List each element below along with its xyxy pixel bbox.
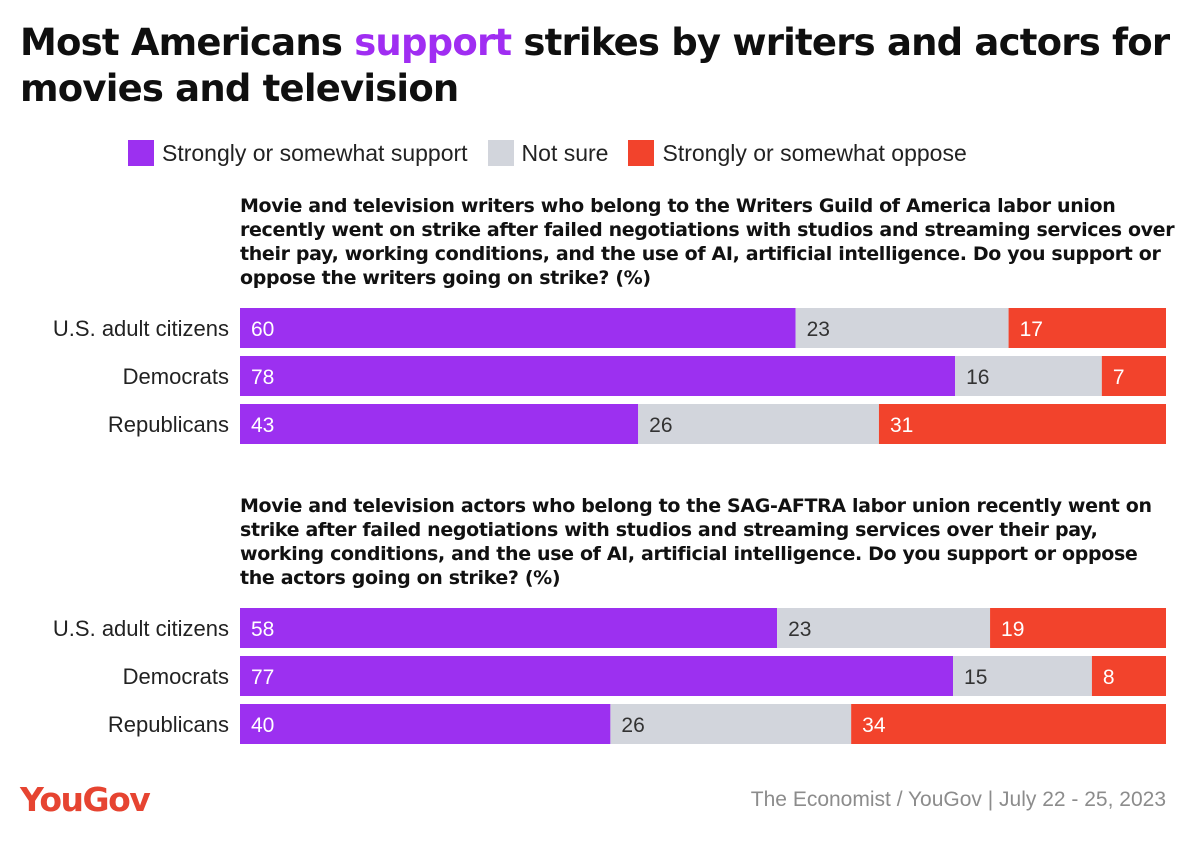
bar-support-us-adults [240, 608, 778, 648]
category-label-us-adults: U.S. adult citizens [53, 316, 229, 341]
bar-not-sure-republicans [610, 704, 852, 744]
category-label-democrats: Democrats [123, 664, 229, 689]
legend-item-oppose: Strongly or somewhat oppose [628, 139, 967, 167]
legend-item-not-sure: Not sure [487, 139, 609, 167]
data-label-not-sure-democrats: 16 [966, 366, 989, 389]
bar-oppose-republicans [878, 404, 1166, 444]
legend-swatch-oppose [628, 140, 655, 166]
data-label-support-us-adults: 60 [251, 318, 274, 341]
legend-item-support: Strongly or somewhat support [128, 140, 468, 167]
yougov-logo: YouGov [20, 780, 151, 819]
data-label-oppose-republicans: 31 [890, 414, 913, 437]
bar-not-sure-republicans [638, 404, 879, 444]
bar-oppose-democrats [1101, 356, 1166, 396]
bar-oppose-us-adults [990, 608, 1166, 648]
source-note: The Economist / YouGov | July 22 - 25, 2… [750, 788, 1166, 811]
data-label-oppose-democrats: 7 [1113, 366, 1125, 389]
bar-oppose-democrats [1091, 656, 1166, 696]
data-label-oppose-us-adults: 17 [1020, 318, 1043, 341]
data-label-not-sure-republicans: 26 [621, 714, 644, 737]
data-label-not-sure-us-adults: 23 [807, 318, 830, 341]
data-label-support-republicans: 43 [251, 414, 274, 437]
bar-oppose-republicans [851, 704, 1166, 744]
data-label-oppose-us-adults: 19 [1001, 618, 1024, 641]
data-label-not-sure-republicans: 26 [649, 414, 672, 437]
bar-support-republicans [240, 404, 639, 444]
legend-swatch-not-sure [487, 140, 514, 166]
bar-support-republicans [240, 704, 611, 744]
data-label-oppose-democrats: 8 [1103, 666, 1115, 689]
legend: Strongly or somewhat support Not sure St… [128, 138, 987, 168]
bar-support-us-adults [240, 308, 796, 348]
bar-not-sure-democrats [955, 356, 1102, 396]
title-accent: support [354, 21, 512, 64]
bar-support-democrats [240, 656, 954, 696]
question-actors: Movie and television actors who belong t… [240, 495, 1152, 589]
category-label-us-adults: U.S. adult citizens [53, 616, 229, 641]
data-label-not-sure-democrats: 15 [964, 666, 987, 689]
category-label-republicans: Republicans [108, 412, 229, 437]
legend-label-not-sure: Not sure [521, 139, 609, 166]
bar-support-democrats [240, 356, 956, 396]
question-writers: Movie and television writers who belong … [240, 195, 1175, 289]
legend-swatch-support [128, 140, 154, 166]
data-label-not-sure-us-adults: 23 [788, 618, 811, 641]
legend-label-support: Strongly or somewhat support [162, 139, 468, 166]
legend-label-oppose: Strongly or somewhat oppose [662, 139, 967, 166]
data-label-oppose-republicans: 34 [862, 714, 886, 737]
bar-not-sure-us-adults [777, 608, 991, 648]
data-label-support-democrats: 77 [251, 666, 274, 689]
data-label-support-democrats: 78 [251, 366, 274, 389]
data-label-support-republicans: 40 [251, 714, 274, 737]
bar-not-sure-us-adults [795, 308, 1009, 348]
title-text: Most Americans [20, 21, 355, 64]
bar-not-sure-democrats [953, 656, 1092, 696]
title-text-end: strikes by writers and actors for movies… [20, 21, 1170, 110]
category-label-democrats: Democrats [123, 364, 229, 389]
chart-title: Most Americans support strikes by writer… [20, 20, 1170, 112]
bar-oppose-us-adults [1008, 308, 1166, 348]
category-label-republicans: Republicans [108, 712, 229, 737]
data-label-support-us-adults: 58 [251, 618, 274, 641]
